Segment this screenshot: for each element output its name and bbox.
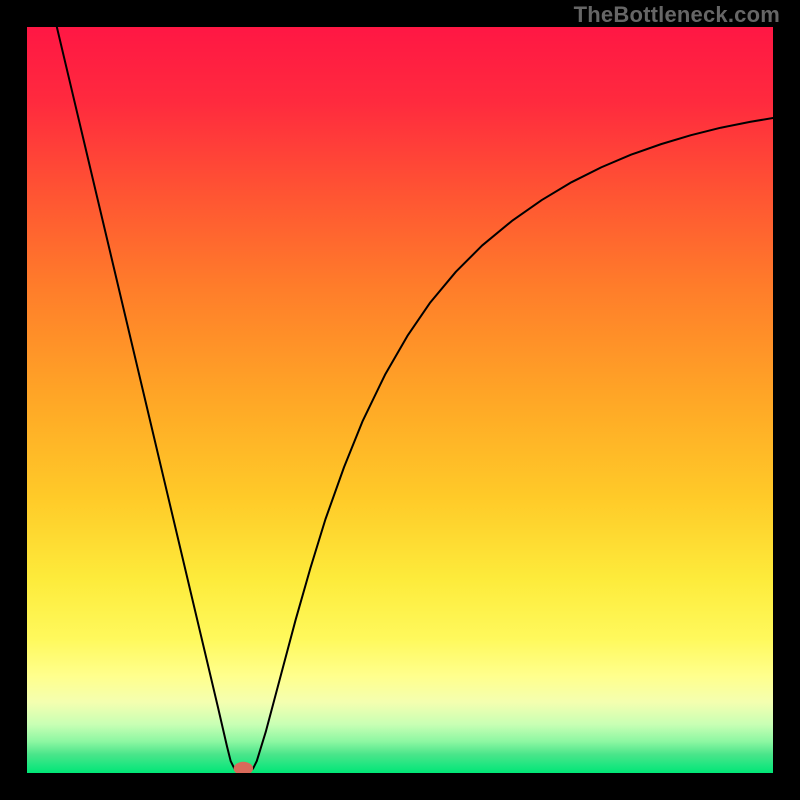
chart-frame: TheBottleneck.com — [0, 0, 800, 800]
gradient-background — [27, 27, 773, 773]
watermark-text: TheBottleneck.com — [574, 2, 780, 28]
plot-area — [27, 27, 773, 773]
bottleneck-chart-svg — [27, 27, 773, 773]
